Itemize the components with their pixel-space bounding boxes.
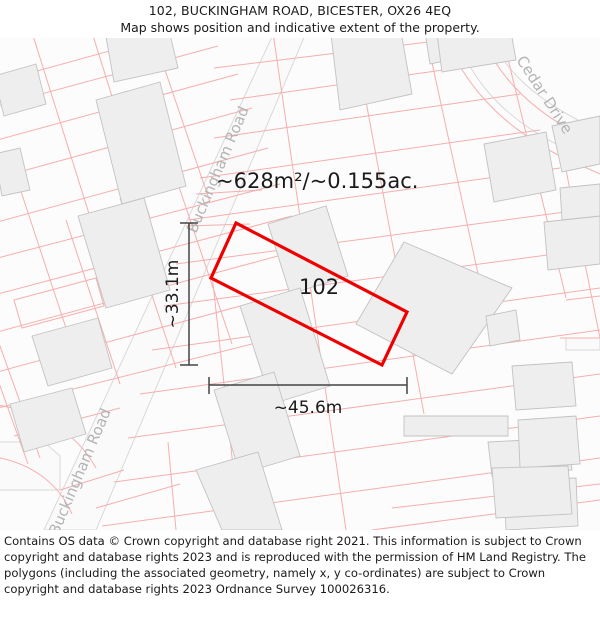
property-boundary-polygon[interactable] — [208, 220, 410, 368]
page-subtitle: Map shows position and indicative extent… — [120, 20, 480, 35]
property-area-label: ~628m²/~0.155ac. — [216, 169, 418, 193]
property-number-label: 102 — [299, 275, 339, 299]
page-title: 102, BUCKINGHAM ROAD, BICESTER, OX26 4EQ — [148, 3, 452, 18]
attribution-text: Contains OS data © Crown copyright and d… — [4, 534, 586, 597]
building-footprints — [0, 38, 600, 530]
map-canvas[interactable]: Buckingham Road Buckingham Road Cedar Dr… — [0, 38, 600, 530]
dimension-vertical-label: ~33.1m — [163, 260, 183, 329]
dimension-horizontal-label: ~45.6m — [274, 398, 343, 418]
dimension-vertical — [180, 222, 198, 366]
dimension-horizontal — [208, 377, 408, 394]
map-header: 102, BUCKINGHAM ROAD, BICESTER, OX26 4EQ… — [0, 0, 600, 38]
road-service-east — [565, 337, 600, 351]
map-attribution: Contains OS data © Crown copyright and d… — [0, 530, 600, 625]
map-graphic[interactable]: Buckingham Road Buckingham Road Cedar Dr… — [0, 38, 600, 530]
